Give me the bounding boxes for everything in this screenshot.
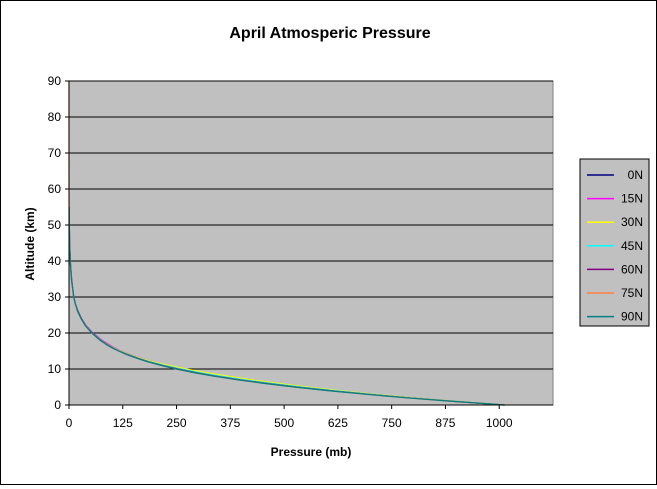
legend: 0N 15N 30N 45N 60N 75N 90N	[579, 158, 650, 327]
legend-label: 75N	[621, 286, 643, 300]
x-tick-label: 125	[113, 416, 133, 430]
y-axis-label: Altitude (km)	[23, 207, 37, 280]
x-ticks: 0 125 250 375 500 625 750 875 1000	[66, 405, 513, 430]
axes	[68, 81, 553, 406]
y-tick-label: 10	[48, 362, 62, 376]
legend-label: 60N	[621, 262, 643, 276]
x-tick-label: 250	[167, 416, 187, 430]
y-tick-label: 70	[48, 146, 62, 160]
x-tick-label: 625	[328, 416, 348, 430]
y-tick-label: 50	[48, 218, 62, 232]
x-tick-label: 0	[66, 416, 73, 430]
legend-label: 45N	[621, 239, 643, 253]
y-tick-label: 20	[48, 326, 62, 340]
series-line-90n	[68, 206, 505, 406]
y-tick-label: 60	[48, 182, 62, 196]
x-tick-label: 375	[220, 416, 240, 430]
x-tick-label: 875	[435, 416, 455, 430]
legend-label: 30N	[621, 215, 643, 229]
legend-box	[579, 158, 650, 327]
x-tick-label: 500	[274, 416, 294, 430]
plot-area	[68, 80, 554, 406]
x-tick-label: 1000	[486, 416, 513, 430]
y-tick-label: 80	[48, 110, 62, 124]
chart-title: April Atmosperic Pressure	[229, 25, 430, 42]
legend-label: 90N	[621, 310, 643, 324]
legend-label: 15N	[621, 192, 643, 206]
legend-label: 0N	[628, 168, 643, 182]
y-ticks: 0 10 20 30 40 50 60 70 80 90	[48, 74, 69, 412]
x-axis-label: Pressure (mb)	[271, 445, 352, 459]
y-tick-label: 30	[48, 290, 62, 304]
gridlines	[69, 80, 553, 370]
x-tick-label: 750	[382, 416, 402, 430]
y-tick-label: 40	[48, 254, 62, 268]
y-tick-label: 90	[48, 74, 62, 88]
y-tick-label: 0	[54, 398, 61, 412]
